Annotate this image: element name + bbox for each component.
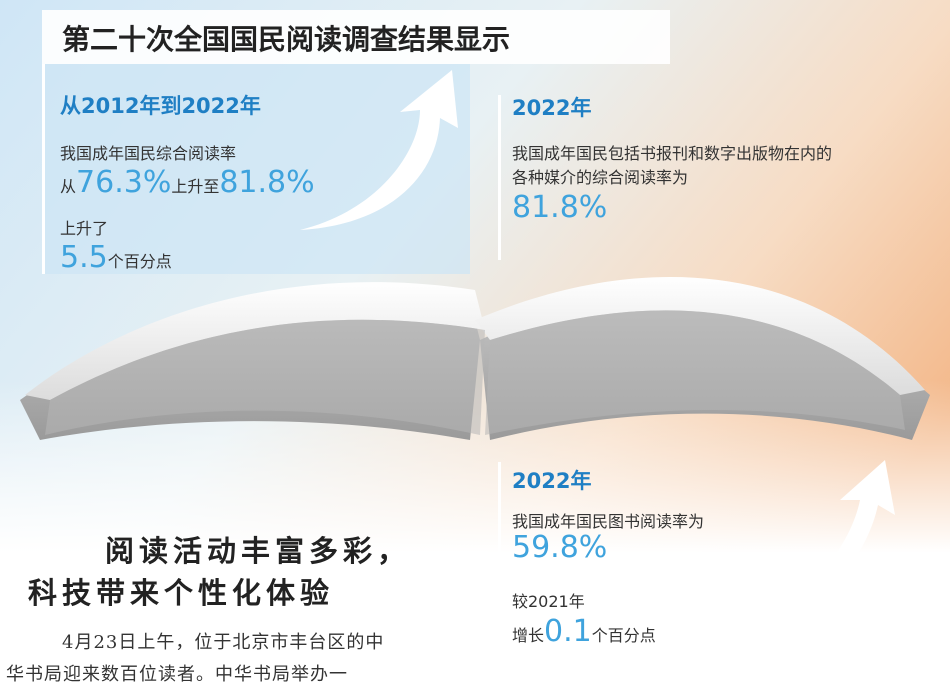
- panel-heading: 2022年: [512, 465, 591, 495]
- panel-text: 增长0.1个百分点: [512, 614, 656, 649]
- text: 我国成年国民图书阅读率为: [512, 512, 704, 531]
- title: 第二十次全国国民阅读调查结果显示: [62, 18, 510, 58]
- panel-text: 上升了: [60, 215, 108, 239]
- text: 上升至: [171, 177, 219, 196]
- panel-text: 我国成年国民包括书报刊和数字出版物在内的: [512, 140, 832, 164]
- panel-text: 我国成年国民综合阅读率: [60, 140, 236, 164]
- divider: [42, 64, 45, 274]
- panel-text: 59.8%: [512, 530, 607, 565]
- page: 第二十次全国国民阅读调查结果显示 从2012年到2022年 我国成年国民综合阅读…: [0, 0, 950, 691]
- figure: 76.3%: [76, 165, 171, 200]
- divider: [498, 95, 501, 260]
- panel-heading: 2022年: [512, 92, 591, 122]
- panel-text: 较2021年: [512, 588, 585, 612]
- text: 较2021年: [512, 592, 585, 611]
- panel-text: 我国成年国民图书阅读率为: [512, 508, 704, 532]
- text: 个百分点: [592, 626, 656, 645]
- panel-text: 从76.3%上升至81.8%: [60, 165, 315, 200]
- body-text: 华书局迎来数百位读者。中华书局举办一: [6, 660, 348, 686]
- headline: 阅读活动丰富多彩，: [105, 528, 411, 570]
- text: 增长: [512, 626, 544, 645]
- panel-text: 81.8%: [512, 190, 607, 225]
- panel-heading: 从2012年到2022年: [60, 90, 261, 120]
- text: 我国成年国民包括书报刊和数字出版物在内的: [512, 144, 832, 163]
- text: 从: [60, 177, 76, 196]
- divider: [498, 462, 501, 652]
- text: 个百分点: [108, 252, 172, 271]
- body-text: 4月23日上午，位于北京市丰台区的中: [62, 628, 384, 654]
- figure: 59.8%: [512, 530, 607, 565]
- headline: 科技带来个性化体验: [28, 570, 334, 612]
- text: 我国成年国民综合阅读率: [60, 144, 236, 163]
- figure: 81.8%: [219, 165, 314, 200]
- text: 上升了: [60, 219, 108, 238]
- figure: 81.8%: [512, 190, 607, 225]
- figure: 0.1: [544, 614, 592, 649]
- text: 各种媒介的综合阅读率为: [512, 168, 688, 187]
- panel-text: 5.5个百分点: [60, 240, 172, 275]
- panel-text: 各种媒介的综合阅读率为: [512, 164, 688, 188]
- figure: 5.5: [60, 240, 108, 275]
